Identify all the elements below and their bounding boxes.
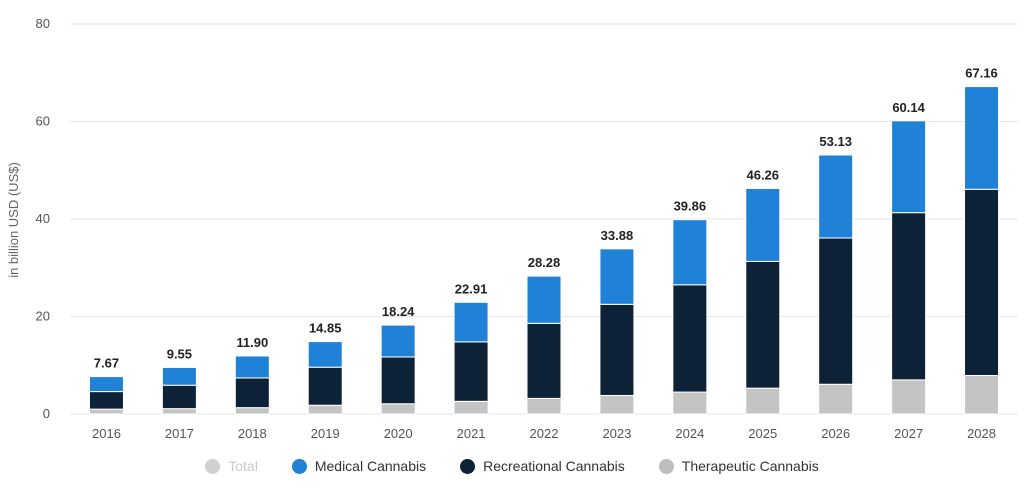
bar-segment-medical-cannabis[interactable] bbox=[526, 275, 562, 324]
bar-segment-medical-cannabis[interactable] bbox=[672, 219, 708, 286]
y-tick-label: 0 bbox=[43, 406, 50, 421]
legend-label-therapeutic-cannabis: Therapeutic Cannabis bbox=[681, 458, 819, 474]
total-value-label: 18.24 bbox=[382, 304, 415, 319]
y-tick-label: 40 bbox=[36, 211, 50, 226]
y-axis-ticks: 0 20 40 60 80 bbox=[36, 16, 50, 421]
bar-segment-recreational-cannabis[interactable] bbox=[161, 384, 197, 410]
y-tick-label: 60 bbox=[36, 114, 50, 129]
legend-item-medical-cannabis[interactable]: Medical Cannabis bbox=[291, 458, 427, 474]
bar-segment-therapeutic-cannabis[interactable] bbox=[88, 408, 124, 415]
bar-segment-recreational-cannabis[interactable] bbox=[818, 237, 854, 385]
total-value-label: 7.67 bbox=[94, 356, 119, 371]
bar-segment-therapeutic-cannabis[interactable] bbox=[307, 404, 343, 415]
total-value-label: 11.90 bbox=[236, 335, 268, 350]
y-tick-label: 80 bbox=[36, 16, 50, 31]
bar-segment-recreational-cannabis[interactable] bbox=[964, 188, 1000, 376]
legend-label-total: Total bbox=[228, 458, 258, 474]
bar-segment-recreational-cannabis[interactable] bbox=[526, 322, 562, 399]
total-value-label: 67.16 bbox=[965, 66, 998, 81]
bar-segment-medical-cannabis[interactable] bbox=[161, 366, 197, 386]
bar-segment-recreational-cannabis[interactable] bbox=[672, 284, 708, 393]
bar-segment-recreational-cannabis[interactable] bbox=[234, 377, 270, 409]
x-tick-label: 2016 bbox=[92, 426, 121, 441]
x-tick-label: 2019 bbox=[311, 426, 340, 441]
x-tick-label: 2020 bbox=[384, 426, 413, 441]
bars bbox=[88, 86, 1000, 415]
x-tick-label: 2018 bbox=[238, 426, 267, 441]
legend-dot-recreational-cannabis bbox=[460, 458, 476, 474]
total-value-label: 39.86 bbox=[674, 199, 707, 214]
bar-segment-medical-cannabis[interactable] bbox=[307, 341, 343, 368]
bar-segment-therapeutic-cannabis[interactable] bbox=[745, 387, 781, 415]
bar-segment-medical-cannabis[interactable] bbox=[745, 187, 781, 262]
bar-segment-medical-cannabis[interactable] bbox=[88, 376, 124, 393]
bar-segment-recreational-cannabis[interactable] bbox=[599, 303, 635, 396]
bar-segment-medical-cannabis[interactable] bbox=[964, 86, 1000, 190]
bar-segment-therapeutic-cannabis[interactable] bbox=[599, 394, 635, 415]
bar-segment-therapeutic-cannabis[interactable] bbox=[672, 391, 708, 415]
total-labels: 7.67 9.55 11.90 14.85 18.24 22.91 28.28 33.88 39… bbox=[94, 66, 998, 371]
bar-segment-medical-cannabis[interactable] bbox=[234, 355, 270, 379]
legend: Total Medical Cannabis Recreational Cann… bbox=[0, 458, 1024, 474]
total-value-label: 14.85 bbox=[309, 321, 342, 336]
total-value-label: 46.26 bbox=[746, 167, 779, 182]
x-tick-label: 2026 bbox=[821, 426, 850, 441]
bar-segment-recreational-cannabis[interactable] bbox=[307, 366, 343, 406]
legend-dot-total bbox=[205, 458, 221, 474]
legend-dot-medical-cannabis bbox=[291, 458, 307, 474]
legend-label-medical-cannabis: Medical Cannabis bbox=[314, 458, 427, 474]
bar-segment-medical-cannabis[interactable] bbox=[891, 120, 927, 214]
x-tick-label: 2027 bbox=[894, 426, 923, 441]
total-value-label: 28.28 bbox=[528, 255, 561, 270]
total-value-label: 60.14 bbox=[892, 100, 925, 115]
bar-segment-therapeutic-cannabis[interactable] bbox=[891, 379, 927, 415]
bar-segment-recreational-cannabis[interactable] bbox=[380, 356, 416, 405]
bar-segment-therapeutic-cannabis[interactable] bbox=[453, 400, 489, 415]
bar-segment-medical-cannabis[interactable] bbox=[818, 154, 854, 239]
x-tick-label: 2022 bbox=[530, 426, 559, 441]
bar-segment-recreational-cannabis[interactable] bbox=[88, 391, 124, 410]
stacked-bar-chart: 0 20 40 60 80 in billion USD (US$) 7.67 9.55 1… bbox=[6, 16, 1018, 441]
bar-segment-medical-cannabis[interactable] bbox=[599, 248, 635, 305]
bar-segment-therapeutic-cannabis[interactable] bbox=[234, 407, 270, 415]
bar-segment-therapeutic-cannabis[interactable] bbox=[380, 403, 416, 415]
bar-segment-recreational-cannabis[interactable] bbox=[891, 212, 927, 381]
bar-segment-therapeutic-cannabis[interactable] bbox=[964, 374, 1000, 415]
bar-segment-medical-cannabis[interactable] bbox=[380, 324, 416, 358]
total-value-label: 53.13 bbox=[819, 134, 852, 149]
bar-segment-medical-cannabis[interactable] bbox=[453, 301, 489, 343]
grid bbox=[70, 23, 1018, 415]
bar-segment-therapeutic-cannabis[interactable] bbox=[161, 408, 197, 415]
legend-item-recreational-cannabis[interactable]: Recreational Cannabis bbox=[460, 458, 625, 474]
x-tick-label: 2021 bbox=[457, 426, 486, 441]
bar-segment-recreational-cannabis[interactable] bbox=[745, 260, 781, 389]
x-tick-label: 2025 bbox=[748, 426, 777, 441]
total-value-label: 9.55 bbox=[167, 346, 192, 361]
x-tick-label: 2017 bbox=[165, 426, 194, 441]
legend-item-therapeutic-cannabis[interactable]: Therapeutic Cannabis bbox=[658, 458, 819, 474]
bar-segment-therapeutic-cannabis[interactable] bbox=[818, 383, 854, 415]
x-tick-label: 2023 bbox=[602, 426, 631, 441]
legend-item-total[interactable]: Total bbox=[205, 458, 258, 474]
bar-segment-recreational-cannabis[interactable] bbox=[453, 341, 489, 402]
x-tick-label: 2028 bbox=[967, 426, 996, 441]
legend-label-recreational-cannabis: Recreational Cannabis bbox=[483, 458, 625, 474]
x-tick-label: 2024 bbox=[675, 426, 704, 441]
x-axis-ticks: 2016 2017 2018 2019 2020 2021 2022 2023 2024 2025… bbox=[92, 426, 996, 441]
y-axis-label: in billion USD (US$) bbox=[6, 162, 21, 278]
y-tick-label: 20 bbox=[36, 309, 50, 324]
legend-dot-therapeutic-cannabis bbox=[658, 458, 674, 474]
bar-segment-therapeutic-cannabis[interactable] bbox=[526, 397, 562, 415]
total-value-label: 33.88 bbox=[601, 228, 634, 243]
total-value-label: 22.91 bbox=[455, 281, 488, 296]
